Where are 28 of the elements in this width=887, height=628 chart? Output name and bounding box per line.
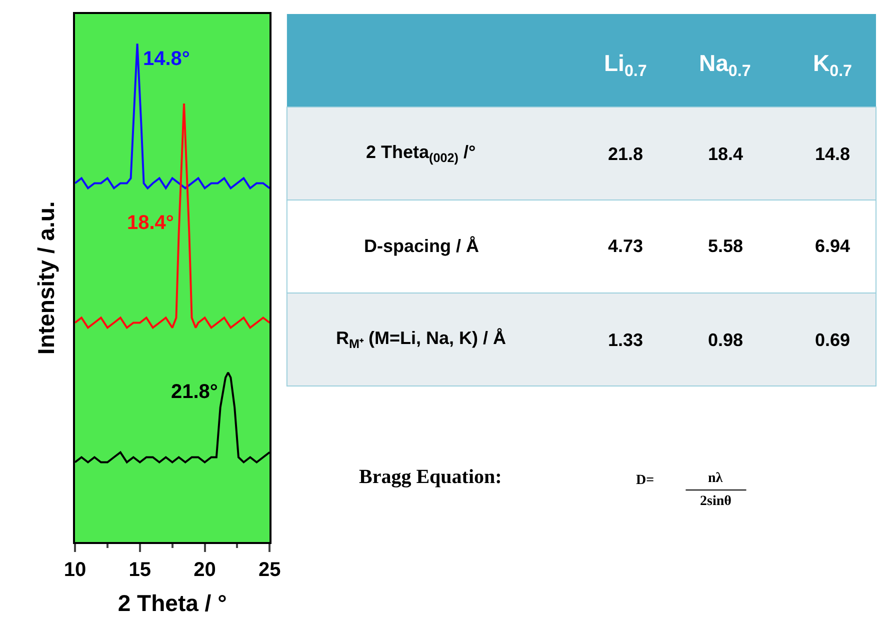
x-axis-title: 2 Theta / ° [118, 590, 227, 616]
text: 0.69 [815, 330, 850, 350]
x-tick-label: 20 [194, 558, 216, 581]
text: K$_{0.7}$ [813, 50, 852, 80]
text: D-spacing / Å [364, 236, 480, 256]
text: R$_{M⁺}$ (M=Li, Na, K) / Å [336, 328, 506, 351]
text: Bragg Equation: [359, 466, 502, 488]
text: 5.58 [708, 236, 744, 256]
text: 2 Theta$_{(002)}$ /° [366, 142, 476, 165]
text: 6.94 [815, 236, 850, 256]
text: 21.8 [608, 144, 644, 164]
x-tick-label: 15 [128, 558, 152, 581]
text: 1.33 [608, 330, 644, 350]
x-tick-label: 10 [64, 558, 86, 581]
text: Li$_{0.7}$ [604, 50, 647, 80]
text: 14.8 [815, 144, 850, 164]
text: 2sinθ [700, 494, 732, 509]
annotation: 21.8° [171, 381, 218, 403]
text: Na$_{0.7}$ [699, 50, 751, 80]
x-tick-label: 25 [258, 558, 281, 581]
text: D= [636, 473, 654, 488]
annotation: 18.4° [127, 212, 174, 234]
text: 4.73 [608, 236, 644, 256]
text: nλ [708, 471, 723, 486]
text: 0.98 [708, 330, 744, 350]
y-axis-title: Intensity / a.u. [32, 201, 59, 355]
text: 18.4 [708, 144, 744, 164]
annotation: 14.8° [143, 48, 190, 70]
